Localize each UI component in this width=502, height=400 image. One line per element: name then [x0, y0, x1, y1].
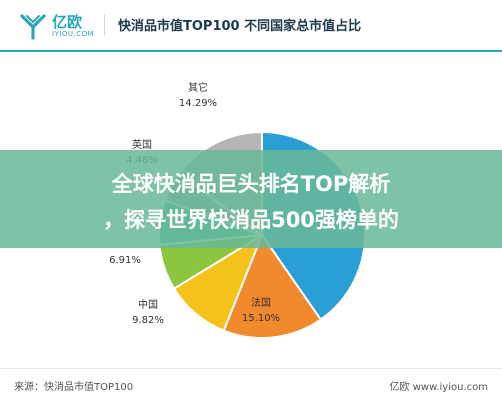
footer-brand-link[interactable]: 亿欧 www.iyiou.com [389, 382, 488, 393]
slice-label: 其它 [188, 81, 208, 94]
slice-label: 法国 [251, 296, 271, 309]
slice-label: 中国 [138, 298, 158, 311]
brand-name: 亿欧 [52, 12, 83, 31]
brand-logo-text: 亿欧 IYIOU.COM [52, 14, 94, 39]
slice-percent-label: 6.91% [109, 255, 141, 266]
header-divider [104, 14, 105, 36]
header-accent-line [0, 50, 502, 52]
brand-logo[interactable]: 亿欧 IYIOU.COM [18, 11, 94, 41]
footer-bar: 来源：快消品市值TOP100 亿欧 www.iyiou.com [0, 368, 502, 400]
slice-percent-label: 9.82% [132, 315, 164, 326]
headline-banner: 全球快消品巨头排名TOP解析 ，探寻世界快消品500强榜单的 [0, 150, 502, 248]
pie-slice [222, 232, 323, 339]
slice-label: 英国 [132, 138, 152, 151]
source-note: 来源：快消品市值TOP100 [14, 382, 134, 393]
chart-title: 快消品市值TOP100 不同国家总市值占比 [118, 19, 362, 34]
brand-domain: IYIOU.COM [52, 29, 95, 38]
headline-line-2: ，探寻世界快消品500强榜单的 [103, 208, 399, 232]
slice-percent-label: 14.29% [179, 98, 217, 109]
slice-percent-label: 15.10% [242, 313, 280, 324]
header-bar: 亿欧 IYIOU.COM 快消品市值TOP100 不同国家总市值占比 [0, 0, 502, 52]
headline-line-1: 全球快消品巨头排名TOP解析 [111, 172, 391, 196]
brand-logo-icon [20, 14, 46, 40]
